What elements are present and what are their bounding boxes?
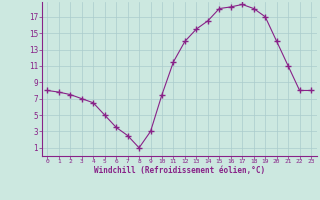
X-axis label: Windchill (Refroidissement éolien,°C): Windchill (Refroidissement éolien,°C) <box>94 166 265 175</box>
